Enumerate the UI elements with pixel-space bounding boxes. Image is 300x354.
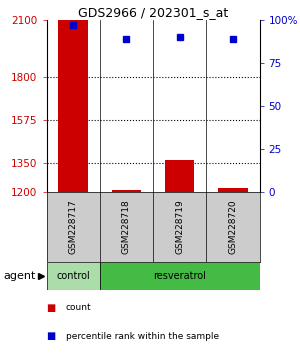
Text: GSM228718: GSM228718 xyxy=(122,200,131,255)
Bar xyxy=(112,190,141,192)
Bar xyxy=(165,160,194,192)
Text: agent: agent xyxy=(3,271,35,281)
Text: count: count xyxy=(66,303,92,312)
Text: ■: ■ xyxy=(46,303,56,313)
Bar xyxy=(46,262,100,290)
Text: GSM228717: GSM228717 xyxy=(69,200,78,255)
Text: resveratrol: resveratrol xyxy=(153,271,206,281)
Bar xyxy=(58,20,88,192)
Text: percentile rank within the sample: percentile rank within the sample xyxy=(66,332,219,341)
Text: control: control xyxy=(56,271,90,281)
Text: ■: ■ xyxy=(46,331,56,341)
Bar xyxy=(100,262,260,290)
Title: GDS2966 / 202301_s_at: GDS2966 / 202301_s_at xyxy=(78,6,228,19)
Text: GSM228719: GSM228719 xyxy=(175,200,184,255)
Text: GSM228720: GSM228720 xyxy=(228,200,237,254)
Bar xyxy=(218,188,248,192)
